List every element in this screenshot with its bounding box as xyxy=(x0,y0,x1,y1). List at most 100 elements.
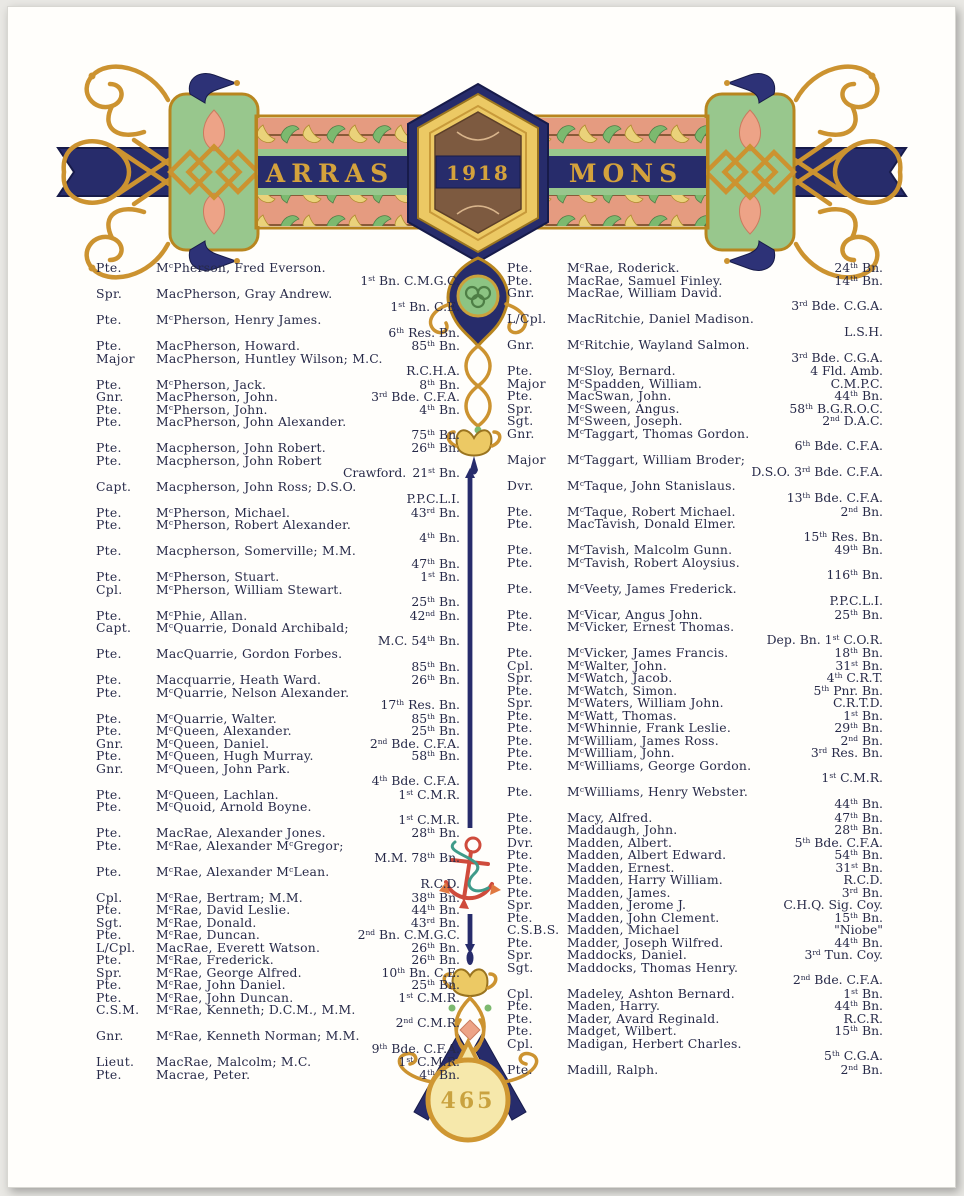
roll-entry: Dvr. Madden, Albert. 5th Bde. C.F.A. xyxy=(507,834,883,850)
unit-text: 4 Fld. Amb. xyxy=(810,363,883,378)
unit-text: 44th Bn. xyxy=(834,934,883,950)
unit-text: 3rd Bde. C.G.A. xyxy=(791,349,883,365)
rank-label: Pte. xyxy=(507,934,533,950)
rank-label: Pte. xyxy=(96,825,122,840)
rank-label: Pte. xyxy=(96,607,122,623)
name-text: McPherson, Michael. xyxy=(156,504,291,520)
roll-entry: Pte. McQuarrie, Walter. 85th Bn. xyxy=(96,712,460,726)
roll-entry: Pte. MacRae, Samuel Finley. 14th Bn. xyxy=(507,272,883,288)
unit-text: 47th Bn. xyxy=(834,809,883,825)
roll-entry: Pte. McRae, Roderick. 24th Bn. xyxy=(507,261,883,275)
roll-entry: Pte. MacPherson, Howard. 85th Bn. xyxy=(96,339,460,353)
rank-label: Pte. xyxy=(96,504,122,520)
rank-label: Gnr. xyxy=(96,735,124,751)
rank-label: Pte. xyxy=(96,799,122,814)
name-text: Madden, Albert. xyxy=(567,834,673,850)
rank-label: Spr. xyxy=(96,286,123,301)
unit-text: 47th Bn. xyxy=(411,555,460,571)
unit-text: 2nd Bde. C.F.A. xyxy=(792,972,883,987)
roll-entry: Spr. McWatch, Jacob. 4th C.R.T. xyxy=(507,670,883,685)
roll-entry: Pte. McWilliams, Henry Webster. 44th Bn. xyxy=(507,785,883,811)
rank-label: Pte. xyxy=(96,672,122,687)
rank-label: Pte. xyxy=(507,884,533,900)
name-text: McRae, Kenneth; D.C.M., M.M. xyxy=(156,1002,356,1017)
unit-text: 5th C.G.A. xyxy=(824,1048,883,1063)
roll-entry: Pte. McQueen, Lachlan. 1st C.M.R. xyxy=(96,788,460,802)
unit-text: 5th Bde. C.F.A. xyxy=(794,834,883,850)
name-text: McTaque, Robert Michael. xyxy=(567,503,736,519)
roll-entry: Pte. Madden, Ernest. 31st Bn. xyxy=(507,861,883,875)
unit-text: 1st C.M.R. xyxy=(398,989,460,1005)
roll-entry: Gnr. McTaggart, Thomas Gordon. 6th Bde. C.… xyxy=(507,427,883,453)
unit-text: M.M. 78th Bn. xyxy=(374,850,460,865)
name-text: McVicker, Ernest Thomas. xyxy=(567,619,735,634)
unit-text: 26th Bn. xyxy=(411,672,460,687)
name-text: McSpadden, William. xyxy=(567,375,703,391)
name-text: McSween, Joseph. xyxy=(567,413,683,428)
roll-entry: Pte. McQueen, Alexander. 25th Bn. xyxy=(96,724,460,738)
roll-entry: Cpl. McRae, Bertram; M.M. 38th Bn. xyxy=(96,891,460,905)
unit-text: 54th Bn. xyxy=(834,847,883,862)
roll-entry: Pte. McRae, John Daniel. 25th Bn. xyxy=(96,978,460,992)
unit-text: 44th Bn. xyxy=(834,998,883,1013)
name-text: Mader, Avard Reginald. xyxy=(567,1010,720,1026)
rank-label: Pte. xyxy=(507,809,533,825)
rank-label: Gnr. xyxy=(96,389,124,404)
name-text: McRae, Alexander McLean. xyxy=(156,863,330,879)
rank-label: Major xyxy=(507,451,546,467)
rank-label: Pte. xyxy=(96,312,122,327)
rank-label: Spr. xyxy=(507,670,534,685)
name-text: McRae, Duncan. xyxy=(156,927,261,942)
rank-label: Spr. xyxy=(507,947,534,962)
unit-text: 3rd Tun. Coy. xyxy=(804,947,883,962)
name-text: MacPherson, John. xyxy=(156,389,278,404)
roll-entry: C.S.B.S. Madden, Michael "Niobe" xyxy=(507,923,883,937)
roll-entry: Pte. McVeety, James Frederick. P.P.C.L.I. xyxy=(507,580,883,608)
name-text: Maddocks, Thomas Henry. xyxy=(567,959,739,975)
roll-entry: Gnr. McRitchie, Wayland Salmon. 3rd Bde. C… xyxy=(507,338,883,365)
name-text: McQuarrie, Nelson Alexander. xyxy=(156,684,350,700)
rank-label: Pte. xyxy=(507,272,533,288)
rank-label: Pte. xyxy=(507,363,533,378)
roll-entry: L/Cpl. MacRae, Everett Watson. 26th Bn. xyxy=(96,941,460,955)
roll-entry: Pte. McTavish, Malcolm Gunn. 49th Bn. xyxy=(507,542,883,557)
roll-entry: Pte. Madden, James. 3rd Bn. xyxy=(507,884,883,900)
name-text: McWalter, John. xyxy=(567,657,667,673)
name-text: McWhinnie, Frank Leslie. xyxy=(567,720,731,735)
name-text: McWatch, Jacob. xyxy=(567,670,673,685)
unit-text: R.C.D. xyxy=(843,872,883,887)
unit-text: 1st C.M.R. xyxy=(398,811,460,827)
name-text: McVeety, James Frederick. xyxy=(567,580,737,596)
rank-label: Pte. xyxy=(96,989,122,1005)
rank-label: Pte. xyxy=(507,909,533,925)
roll-entry: Pte. Madder, Joseph Wilfred. 44th Bn. xyxy=(507,934,883,950)
name-text: McQuarrie, Donald Archibald; xyxy=(156,620,349,635)
unit-text: 25th Bn. xyxy=(411,594,460,609)
rank-label: Pte. xyxy=(507,388,533,403)
rank-label: Pte. xyxy=(96,646,122,661)
roll-entry: L/Cpl. MacRitchie, Daniel Madison. L.S.H. xyxy=(507,312,883,338)
name-text: Macy, Alfred. xyxy=(567,809,653,825)
name-text: Macrae, Peter. xyxy=(156,1066,251,1082)
roll-entry: Pte. Madden, John Clement. 15th Bn. xyxy=(507,909,883,925)
rank-label: Pte. xyxy=(507,542,533,557)
rank-label: Pte. xyxy=(96,517,122,532)
name-text: McRae, John Duncan. xyxy=(156,989,294,1005)
name-text: McRae, Frederick. xyxy=(156,952,274,967)
name-text: Madden, Jerome J. xyxy=(567,897,687,912)
unit-text: 44th Bn. xyxy=(834,796,883,811)
roll-entry: Pte. Macquarrie, Heath Ward. 26th Bn. xyxy=(96,672,460,687)
unit-text: 6th Res. Bn. xyxy=(388,324,460,340)
unit-text: 1st C.M.R. xyxy=(398,1054,460,1069)
unit-text: 3rd Bde. C.G.A. xyxy=(791,297,883,313)
rank-label: Pte. xyxy=(96,452,122,468)
rank-label: Pte. xyxy=(96,927,122,942)
name-text: McRae, Alexander McGregor; xyxy=(156,837,344,853)
unit-text: 2nd C.M.R. xyxy=(395,1014,460,1030)
name-text: Macpherson, Somerville; M.M. xyxy=(156,543,356,558)
unit-text: Crawford. 21st Bn. xyxy=(342,465,460,480)
roll-entry: Gnr. MacRae, William David. 3rd Bde. C.G.A… xyxy=(507,286,883,313)
name-text: McQueen, John Park. xyxy=(156,760,291,776)
roll-entry: Pte. McPherson, Robert Alexander. 4th Bn. xyxy=(96,517,460,544)
rank-label: Dvr. xyxy=(507,477,534,493)
